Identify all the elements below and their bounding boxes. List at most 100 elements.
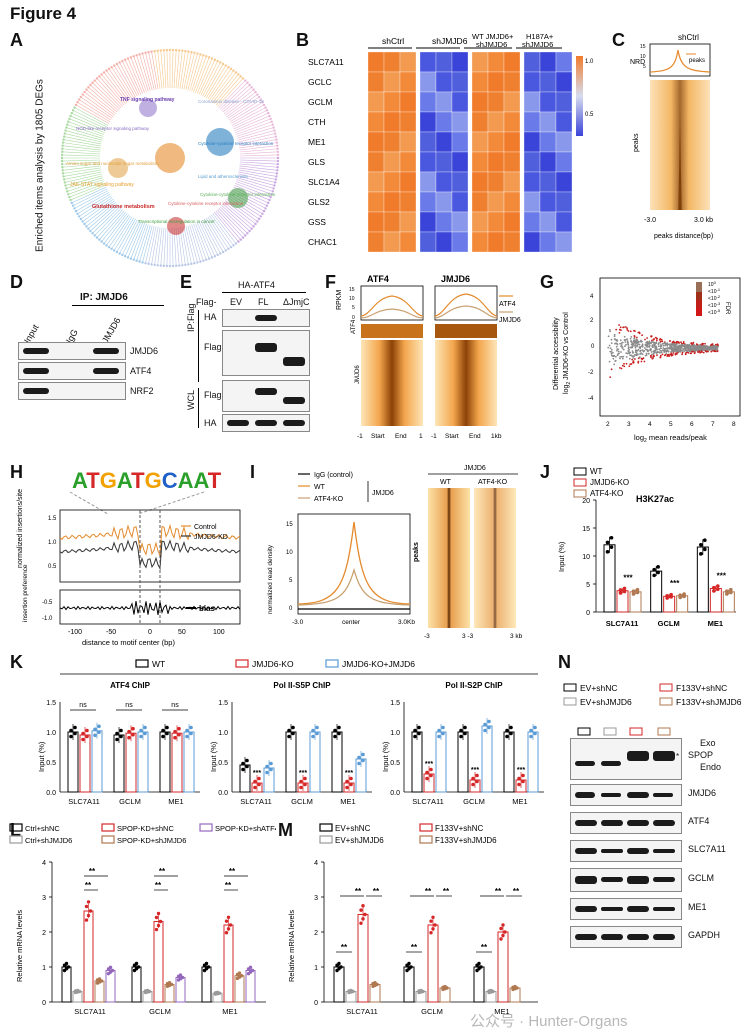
panel-a-term-5: Amino sugar and nucleotide sugar metabol…: [66, 161, 159, 166]
panel-k-2-bar-1-0: [457, 731, 469, 793]
panel-c-heatmap: [650, 80, 710, 210]
mSvg-ytick-4: 0: [314, 1000, 318, 1007]
panel-f-tick-3: 0: [352, 315, 355, 321]
panel-a-term-7: Cytokine-cytokine receptor interaction: [200, 192, 276, 197]
panel-g-x-2: 4: [648, 421, 652, 428]
panel-k-2-bar-0-0: [411, 731, 423, 793]
panel-i-group-label: JMJD6: [372, 490, 394, 497]
mSvg-sig-c-0: **: [373, 887, 380, 896]
panel-f-legend-0: ATF4: [499, 301, 516, 308]
panel-a-term-10: Transcriptional misregulation in cancer: [138, 219, 215, 224]
panel-f-row-1: JMJD6: [355, 365, 361, 384]
panel-b-gene-5: GLS: [308, 157, 325, 167]
mSvg-sig-a-2: **: [481, 943, 488, 952]
panel-g-x-0: 2: [606, 421, 610, 428]
panel-j-ylabel-3: 15: [582, 526, 590, 533]
panel-j-ylabel-1: 5: [586, 582, 590, 589]
panel-k-0-gene-2: ME1: [168, 797, 183, 806]
panel-k-0-bar-0-1: [79, 734, 91, 793]
panel-f-x-2: End: [395, 433, 407, 440]
panel-e-section-ip: IP:Flag: [186, 303, 196, 332]
panel-b-group-1: shJMJD6: [432, 36, 468, 46]
panel-g-x-1: 3: [627, 421, 631, 428]
mSvg-bar-1-2: [427, 924, 439, 1003]
mSvg-sig-c-2: **: [513, 887, 520, 896]
panel-k-1-sig-1: ***: [299, 770, 307, 777]
panel-i-y-3: 0: [289, 606, 293, 612]
panel-f-x-7: 1kb: [491, 433, 502, 440]
mSvg-legend-swatch-0: [319, 823, 333, 832]
panel-g-y-1: 2: [590, 318, 594, 324]
mSvg-legend-1: F133V+shNC: [435, 824, 483, 833]
panel-i-x-0: -3.0: [292, 619, 304, 626]
panel-b-gene-0: SLC7A11: [308, 57, 344, 67]
panel-d-row-2: NRF2: [130, 386, 154, 396]
mSvg-sig-a-0: **: [341, 943, 348, 952]
panel-g-y-4: -4: [588, 396, 594, 402]
panel-i-heat-title: JMJD6: [464, 465, 486, 472]
panel-b-heatmap: SLC7A11 GCLC GCLM CTH ME1 GLS SLC1A4 GLS2 GSS CHA…: [308, 32, 594, 252]
panel-n-row-0: SPOP: [688, 750, 714, 760]
panel-h-ylabel-top: normalized insertions/site: [17, 489, 24, 568]
panel-k-0-bar-2-0: [159, 731, 171, 793]
mSvg-sig-a-1: **: [411, 943, 418, 952]
panel-f-heat-1: [435, 340, 497, 426]
panel-a-term-2: NOD-like receptor signaling pathway: [76, 126, 150, 131]
panel-d-row-1: ATF4: [130, 366, 152, 376]
panel-i-heat-wt: [428, 488, 470, 628]
lSvg-legend-4: SPOP-KD+shJMJD6: [117, 836, 186, 845]
panel-j-legend-1: JMJD6-KO: [590, 478, 629, 487]
panel-c-xlabel: peaks distance(bp): [654, 233, 713, 240]
lSvg-bar-1-0: [131, 966, 142, 1003]
lSvg-bar-0-0: [61, 966, 72, 1003]
mSvg-legend-swatch-2: [319, 835, 333, 844]
panel-j-bar-ATF4-KO-GCLM: [676, 595, 689, 613]
mSvg-gene-1: GCLM: [421, 1007, 443, 1016]
panel-j-sig-0: ***: [623, 574, 633, 583]
panel-b-gene-8: GSS: [308, 217, 326, 227]
mSvg-bar-0-0: [333, 966, 345, 1003]
mSvg-sig-b-2: **: [495, 887, 502, 896]
panel-k-2-ytick-0: 1.5: [390, 700, 400, 707]
panel-k-0-ytick-1: 1.0: [46, 730, 56, 737]
panel-k-0-ytick-0: 1.5: [46, 700, 56, 707]
panel-i-y-1: 10: [286, 550, 293, 556]
panel-g-legend-title: FDR: [724, 302, 730, 315]
panel-f-title-0: ATF4: [367, 274, 389, 284]
panel-f-atf4-band-0: [361, 324, 423, 338]
lSvg-legend-2: SPOP-KD+shATF4: [215, 824, 276, 833]
panel-c-profile-line: [649, 49, 711, 73]
panel-k-ns-1: ns: [125, 702, 133, 709]
panel-e-blot-ip-flag: [222, 330, 310, 376]
panel-d-row-0: JMJD6: [130, 346, 159, 356]
mSvg-sig-b-1: **: [425, 887, 432, 896]
panel-e-blot-wcl-ha: [222, 414, 310, 432]
panel-g-x-4: 6: [690, 421, 694, 428]
panel-k-2-bar-0-2: [435, 731, 447, 793]
panel-k-ns-2: ns: [171, 702, 179, 709]
panel-k-2-gene-1: GCLM: [463, 797, 485, 806]
panel-n-blot-gapdh: [570, 926, 682, 948]
panel-k-0-ytick-3: 0.0: [46, 790, 56, 797]
panel-n-spop-endo: Endo: [700, 762, 722, 772]
panel-l-mrna-chart: 4 3 2 1 0 Relative mRNA levels SLC7A11 GCLM ME1 C…: [9, 823, 276, 1016]
panel-j-bar-JMJD6-KO-SLC7A11: [616, 590, 629, 613]
panel-i-hx-0: -3: [424, 633, 430, 640]
panel-h-kd-line: [59, 539, 241, 571]
panel-k-2-bar-2-0: [503, 731, 515, 793]
lSvg-sig-b-0: **: [85, 881, 92, 890]
panel-b-label: B: [296, 30, 309, 50]
panel-k-0-bar-2-2: [183, 731, 195, 793]
mSvg-gene-2: ME1: [494, 1007, 509, 1016]
panel-h-x-1: -50: [106, 629, 116, 636]
panel-b-group-3: H187A+ shJMJD6: [522, 32, 554, 49]
panel-f-ylabel: RPKM: [336, 290, 343, 310]
panel-n-legend-2: EV+shJMJD6: [580, 697, 632, 707]
panel-e-label: E: [180, 272, 193, 292]
panel-k-1-gene-1: GCLM: [291, 797, 313, 806]
panel-h-motif: ATGATGCAAT: [72, 468, 222, 493]
figure-title: Figure 4: [10, 4, 77, 23]
panel-h-label: H: [10, 462, 23, 482]
panel-h-legend-0: Control: [194, 524, 217, 531]
panel-k-legend-0: WT: [152, 659, 165, 669]
